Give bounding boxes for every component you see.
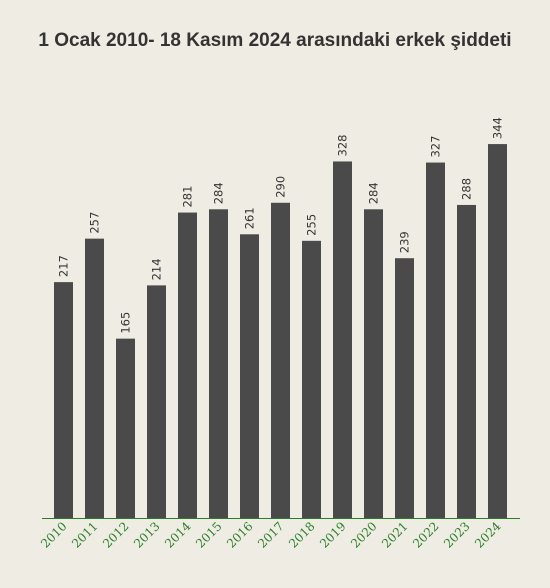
bar-2024: [488, 144, 507, 518]
value-label-2016: 261: [243, 207, 257, 229]
bars-group: [54, 144, 507, 519]
bar-2015: [209, 209, 228, 519]
bar-2012: [116, 338, 135, 518]
bar-2022: [426, 162, 445, 518]
bar-2017: [271, 202, 290, 518]
chart-title: 1 Ocak 2010- 18 Kasım 2024 arasındaki er…: [38, 30, 512, 51]
bar-2019: [333, 161, 352, 519]
x-tick-label-2018: 2018: [286, 519, 317, 550]
x-tick-label-2017: 2017: [255, 519, 286, 550]
x-tick-label-2011: 2011: [69, 519, 100, 550]
x-tick-label-2024: 2024: [472, 519, 504, 551]
x-tick-label-2010: 2010: [38, 519, 69, 550]
value-label-2018: 255: [305, 214, 319, 236]
value-label-2014: 281: [181, 186, 195, 208]
value-label-2023: 288: [460, 178, 474, 200]
value-label-2017: 290: [274, 176, 288, 198]
x-tick-label-2015: 2015: [193, 519, 224, 550]
value-label-2010: 217: [57, 255, 71, 277]
x-tick-label-2019: 2019: [317, 519, 348, 550]
bar-2014: [178, 212, 197, 519]
bar-2010: [54, 282, 73, 518]
value-label-2015: 284: [212, 182, 226, 204]
bar-2018: [302, 240, 321, 518]
x-tick-label-2023: 2023: [441, 519, 472, 550]
x-tick-label-2020: 2020: [348, 519, 379, 550]
value-label-2019: 328: [336, 135, 350, 157]
value-label-2011: 257: [88, 212, 102, 234]
value-label-2021: 239: [398, 231, 412, 253]
x-tick-label-2021: 2021: [379, 519, 410, 550]
value-labels-group: 217 257 165 214 281 284 261 290 255 328 284 239 327 2…: [57, 117, 505, 334]
bar-2020: [364, 209, 383, 519]
x-tick-label-2012: 2012: [100, 519, 131, 550]
x-tick-label-2022: 2022: [410, 519, 441, 550]
bar-2021: [395, 258, 414, 518]
value-label-2013: 214: [150, 258, 164, 280]
bar-2013: [147, 285, 166, 518]
x-tick-label-2013: 2013: [131, 519, 162, 550]
bar-2011: [85, 238, 104, 519]
value-label-2024: 344: [491, 117, 505, 139]
x-tick-label-2016: 2016: [224, 519, 255, 550]
bar-2016: [240, 234, 259, 518]
value-label-2020: 284: [367, 182, 381, 204]
bar-2023: [457, 204, 476, 518]
value-label-2012: 165: [119, 312, 133, 334]
x-tick-labels-group: 2010 2011 2012 2013 2014 2015 2016 2017 2018 2019…: [38, 519, 504, 551]
x-tick-label-2014: 2014: [162, 519, 194, 551]
value-label-2022: 327: [429, 136, 443, 158]
